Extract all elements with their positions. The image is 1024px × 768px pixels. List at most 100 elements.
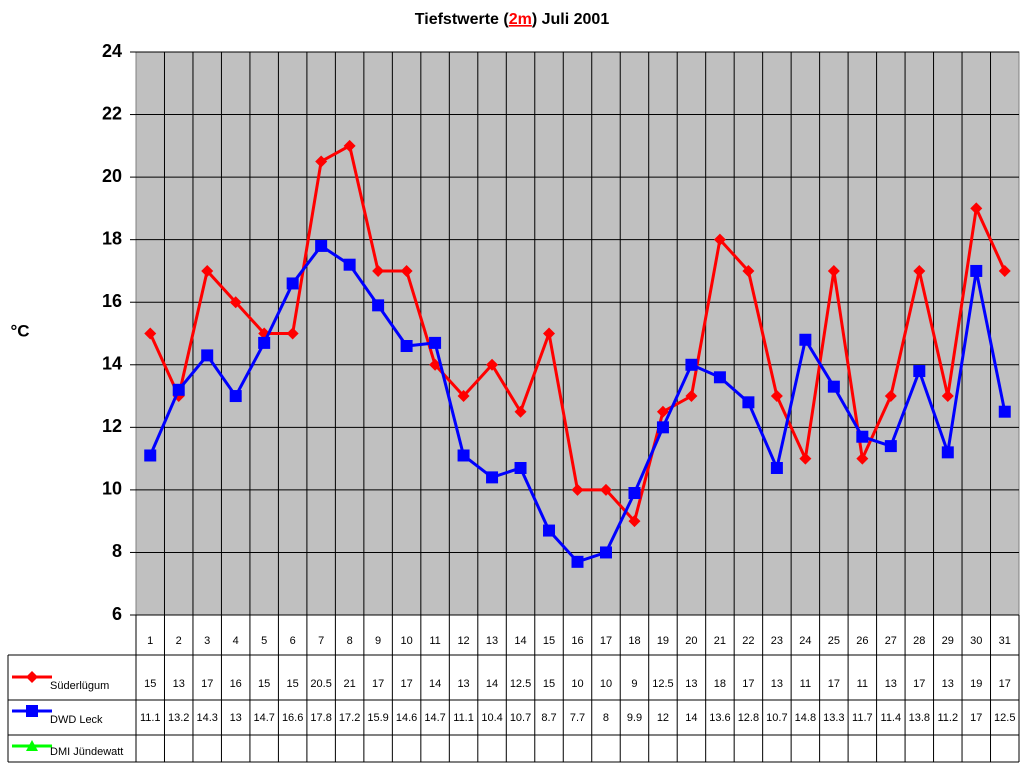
table-value: 13	[230, 712, 242, 724]
marker	[372, 299, 385, 312]
x-tick-label: 15	[543, 635, 555, 647]
y-tick-label: 12	[102, 416, 122, 436]
marker	[201, 349, 214, 362]
table-value: 14.7	[253, 712, 274, 724]
table-value: 13	[885, 678, 897, 690]
marker	[770, 461, 783, 474]
marker	[486, 471, 499, 484]
table-value: 14	[486, 678, 498, 690]
marker	[998, 405, 1011, 418]
marker	[258, 336, 271, 349]
x-tick-label: 10	[400, 635, 412, 647]
marker	[571, 555, 584, 568]
marker	[713, 371, 726, 384]
y-tick-label: 20	[102, 166, 122, 186]
table-value: 17	[372, 678, 384, 690]
marker	[884, 440, 897, 453]
table-value: 11	[857, 678, 868, 690]
title-part: Tiefstwerte (	[415, 11, 510, 28]
marker	[543, 327, 556, 340]
table-value: 10.4	[481, 712, 502, 724]
table-value: 15	[258, 678, 270, 690]
table-value: 17	[913, 678, 925, 690]
x-tick-label: 18	[628, 635, 640, 647]
table-value: 14	[429, 678, 441, 690]
table-value: 17	[400, 678, 412, 690]
x-tick-label: 12	[457, 635, 469, 647]
table-value: 13.6	[709, 712, 730, 724]
table-value: 15	[144, 678, 156, 690]
marker	[315, 155, 328, 168]
table-value: 10.7	[510, 712, 531, 724]
table-value: 10	[600, 678, 612, 690]
table-value: 13	[173, 678, 185, 690]
x-tick-label: 8	[347, 635, 353, 647]
marker	[343, 139, 356, 152]
table-value: 17.2	[339, 712, 360, 724]
x-tick-label: 2	[176, 635, 182, 647]
marker	[599, 546, 612, 559]
x-tick-label: 16	[571, 635, 583, 647]
table-value: 12.5	[652, 678, 673, 690]
y-axis-label: °C	[10, 321, 29, 340]
table-value: 7.7	[570, 712, 585, 724]
x-tick-label: 20	[685, 635, 697, 647]
marker	[229, 390, 242, 403]
marker	[457, 390, 470, 403]
x-tick-label: 1	[147, 635, 153, 647]
table-value: 10.7	[766, 712, 787, 724]
y-tick-label: 14	[102, 354, 122, 374]
y-tick-label: 16	[102, 291, 122, 311]
x-tick-label: 3	[204, 635, 210, 647]
marker	[514, 461, 527, 474]
marker	[628, 487, 641, 500]
table-value: 15	[287, 678, 299, 690]
marker	[486, 358, 499, 371]
table-value: 12.5	[510, 678, 531, 690]
table-value: 13.3	[823, 712, 844, 724]
x-tick-label: 25	[828, 635, 840, 647]
marker	[543, 524, 556, 537]
table-value: 8.7	[541, 712, 556, 724]
table-value: 11.4	[881, 712, 902, 724]
y-tick-label: 6	[112, 604, 122, 624]
x-tick-label: 29	[942, 635, 954, 647]
marker	[315, 239, 328, 252]
marker	[514, 405, 527, 418]
legend-label: DMI Jündewatt	[50, 746, 123, 758]
marker	[628, 515, 641, 528]
x-tick-label: 9	[375, 635, 381, 647]
marker	[26, 740, 38, 751]
table-value: 11.2	[937, 712, 958, 724]
x-tick-label: 17	[600, 635, 612, 647]
x-tick-label: 19	[657, 635, 669, 647]
table-value: 17	[970, 712, 982, 724]
x-tick-label: 27	[885, 635, 897, 647]
y-tick-label: 10	[102, 479, 122, 499]
marker	[26, 671, 38, 683]
x-tick-label: 23	[771, 635, 783, 647]
table-value: 9.9	[627, 712, 642, 724]
marker	[856, 430, 869, 443]
x-tick-label: 13	[486, 635, 498, 647]
table-value: 13	[771, 678, 783, 690]
x-tick-label: 22	[742, 635, 754, 647]
table-value: 14.3	[196, 712, 217, 724]
legend-label: Süderlügum	[50, 680, 109, 692]
y-tick-label: 18	[102, 228, 122, 248]
table-value: 12.8	[738, 712, 759, 724]
marker	[827, 264, 840, 277]
marker	[742, 264, 755, 277]
x-tick-label: 14	[514, 635, 526, 647]
marker	[998, 264, 1011, 277]
marker	[685, 358, 698, 371]
marker	[372, 264, 385, 277]
table-value: 10	[571, 678, 583, 690]
table-value: 12.5	[994, 712, 1015, 724]
y-tick-label: 22	[102, 103, 122, 123]
table-value: 14.6	[396, 712, 417, 724]
marker	[970, 264, 983, 277]
marker	[656, 421, 669, 434]
table-value: 11.7	[852, 712, 873, 724]
